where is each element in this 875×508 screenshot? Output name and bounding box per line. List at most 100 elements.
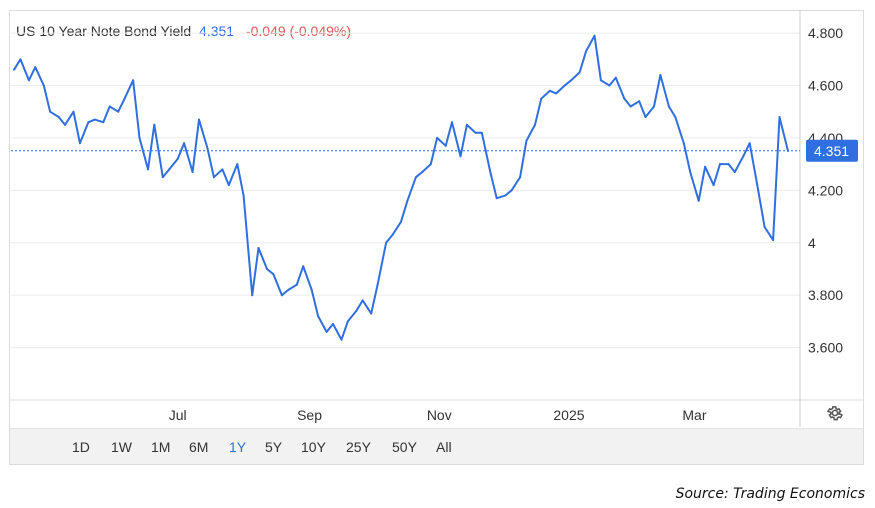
data-point bbox=[623, 97, 626, 100]
data-point bbox=[370, 312, 373, 315]
data-point bbox=[489, 171, 492, 173]
range-button-1d[interactable]: 1D bbox=[72, 439, 90, 455]
data-point bbox=[72, 110, 75, 113]
data-point bbox=[108, 105, 111, 108]
range-button-all[interactable]: All bbox=[436, 439, 452, 455]
x-tick-label: Nov bbox=[427, 407, 452, 423]
source-credit: Source: Trading Economics bbox=[675, 486, 865, 502]
x-tick-label: 2025 bbox=[553, 407, 584, 423]
data-point bbox=[355, 309, 358, 312]
y-tick-label: 4.200 bbox=[808, 182, 843, 198]
data-point bbox=[325, 330, 328, 333]
y-tick-label: 4.600 bbox=[808, 78, 843, 94]
data-point bbox=[451, 121, 453, 124]
data-point bbox=[704, 165, 707, 168]
data-point bbox=[638, 100, 641, 103]
data-point bbox=[429, 163, 432, 166]
data-point bbox=[346, 320, 349, 323]
data-point bbox=[123, 97, 126, 100]
data-point bbox=[340, 338, 343, 341]
data-point bbox=[191, 171, 194, 173]
data-point bbox=[444, 144, 447, 147]
data-point bbox=[400, 220, 402, 223]
data-point bbox=[599, 79, 602, 82]
data-point bbox=[563, 84, 566, 87]
data-point bbox=[391, 233, 394, 236]
data-point bbox=[757, 189, 760, 192]
data-point bbox=[778, 116, 781, 118]
data-point bbox=[221, 168, 224, 171]
data-point bbox=[667, 105, 670, 108]
data-point bbox=[176, 157, 179, 160]
data-point bbox=[540, 97, 543, 100]
range-button-50y[interactable]: 50Y bbox=[392, 439, 417, 455]
data-point bbox=[19, 58, 22, 61]
gear-icon[interactable] bbox=[826, 404, 844, 422]
data-point bbox=[102, 121, 105, 124]
data-point bbox=[272, 273, 275, 276]
y-tick-label: 3.600 bbox=[808, 340, 843, 356]
data-point bbox=[644, 116, 647, 118]
data-point bbox=[332, 323, 334, 325]
data-point bbox=[206, 147, 209, 150]
data-point bbox=[406, 199, 409, 202]
data-point bbox=[570, 79, 573, 82]
data-point bbox=[578, 71, 581, 74]
data-point bbox=[748, 142, 751, 145]
range-button-6m[interactable]: 6M bbox=[189, 439, 209, 455]
data-point bbox=[465, 123, 468, 126]
data-point bbox=[593, 34, 596, 37]
data-point bbox=[117, 110, 120, 113]
range-button-5y[interactable]: 5Y bbox=[265, 439, 283, 455]
data-point bbox=[34, 66, 37, 69]
data-point bbox=[361, 299, 364, 302]
current-price: 4.351 bbox=[199, 23, 235, 39]
data-point bbox=[414, 176, 417, 179]
data-point bbox=[138, 136, 141, 139]
data-point bbox=[436, 136, 439, 139]
x-tick-label: Jul bbox=[169, 407, 187, 423]
data-point bbox=[153, 123, 156, 126]
series-points bbox=[13, 34, 789, 341]
data-point bbox=[93, 118, 96, 121]
data-point bbox=[13, 68, 15, 71]
data-point bbox=[376, 283, 379, 286]
data-point bbox=[474, 131, 477, 134]
range-button-1y[interactable]: 1Y bbox=[229, 439, 247, 455]
range-button-25y[interactable]: 25Y bbox=[346, 439, 371, 455]
chart-title: US 10 Year Note Bond Yield bbox=[16, 23, 192, 39]
data-point bbox=[525, 139, 528, 142]
data-point bbox=[504, 194, 507, 197]
data-point bbox=[614, 76, 617, 79]
last-value-badge: 4.351 bbox=[806, 139, 858, 162]
data-point bbox=[198, 118, 200, 121]
data-point bbox=[629, 105, 632, 108]
data-point bbox=[42, 84, 45, 87]
data-point bbox=[459, 155, 462, 158]
range-button-1m[interactable]: 1M bbox=[151, 439, 171, 455]
data-point bbox=[555, 92, 558, 95]
data-point bbox=[519, 176, 522, 179]
chart-header: US 10 Year Note Bond Yield 4.351 -0.049 … bbox=[16, 23, 351, 39]
data-point bbox=[421, 171, 424, 173]
data-point bbox=[548, 89, 551, 92]
data-point bbox=[682, 142, 685, 145]
data-point bbox=[385, 241, 388, 244]
data-point bbox=[772, 239, 775, 242]
data-point bbox=[251, 294, 254, 297]
data-point bbox=[763, 226, 766, 228]
series-line bbox=[13, 34, 789, 341]
range-button-1w[interactable]: 1W bbox=[111, 439, 132, 455]
data-point bbox=[78, 142, 81, 145]
range-button-10y[interactable]: 10Y bbox=[301, 439, 326, 455]
y-tick-label: 4 bbox=[808, 235, 816, 251]
data-point bbox=[310, 288, 313, 291]
data-point bbox=[64, 123, 66, 126]
y-tick-label: 3.800 bbox=[808, 287, 843, 303]
data-point bbox=[132, 79, 135, 82]
x-axis-ticks: Jul Sep Nov 2025 Mar bbox=[169, 407, 707, 423]
data-point bbox=[183, 142, 186, 145]
data-point bbox=[287, 288, 290, 291]
